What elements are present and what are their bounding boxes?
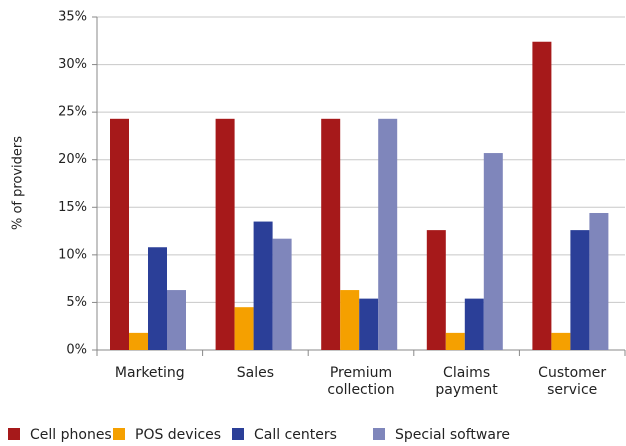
bar: [378, 118, 398, 350]
x-tick-label: Premium collection: [327, 365, 395, 398]
y-tick-label: 20%: [58, 152, 87, 167]
bar: [253, 221, 273, 350]
bar: [321, 118, 341, 350]
bar: [340, 290, 360, 350]
x-tick-label: Sales: [236, 365, 275, 381]
bar: [110, 118, 129, 350]
y-tick-label: 5%: [66, 295, 87, 310]
bar: [445, 332, 465, 350]
bar: [129, 332, 148, 350]
y-tick-label: 35%: [58, 10, 87, 25]
legend-label: Special software: [395, 427, 510, 443]
x-tick-label: Customer service: [538, 365, 607, 398]
y-tick-label: 10%: [58, 247, 87, 262]
bar: [272, 238, 292, 350]
x-tick-label: Marketing: [114, 365, 185, 381]
y-axis-label: % of providers: [11, 136, 26, 230]
legend-swatch: [373, 428, 385, 440]
legend-label: Cell phones: [30, 427, 112, 443]
x-tick-label: Claims payment: [435, 365, 498, 398]
bar: [464, 298, 484, 350]
bar: [167, 290, 186, 350]
bar: [426, 230, 446, 350]
legend-label: POS devices: [135, 427, 221, 443]
legend-swatch: [232, 428, 244, 440]
legend-swatch: [113, 428, 125, 440]
bar: [589, 212, 609, 350]
bar: [215, 118, 235, 350]
bar: [234, 307, 254, 350]
bar: [570, 230, 590, 350]
legend-label: Call centers: [254, 427, 337, 443]
y-tick-label: 0%: [66, 343, 87, 358]
bar: [551, 332, 571, 350]
y-tick-label: 30%: [58, 57, 87, 72]
bar: [532, 41, 552, 350]
bar: [359, 298, 379, 350]
legend-swatch: [8, 428, 20, 440]
bar: [148, 247, 167, 350]
y-tick-label: 15%: [58, 200, 87, 215]
bar: [483, 153, 503, 350]
y-tick-label: 25%: [58, 105, 87, 120]
